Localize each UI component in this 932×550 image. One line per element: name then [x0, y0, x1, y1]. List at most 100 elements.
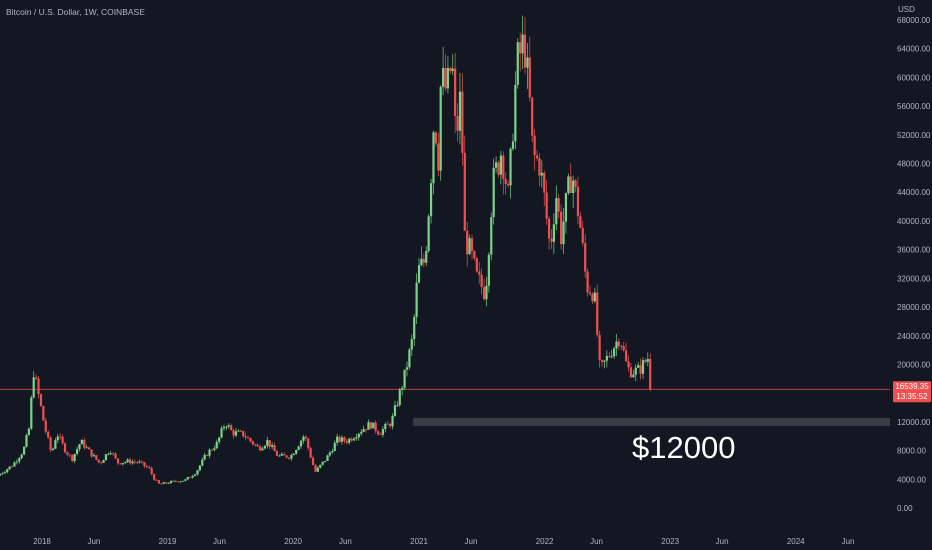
candle[interactable] [458, 72, 462, 145]
candle[interactable] [83, 437, 86, 450]
candle[interactable] [314, 464, 317, 473]
candle[interactable] [261, 446, 264, 451]
candle[interactable] [10, 465, 14, 468]
candle[interactable] [47, 430, 50, 439]
candle[interactable] [649, 353, 652, 392]
candle[interactable] [15, 459, 18, 465]
candle[interactable] [39, 393, 43, 408]
candle[interactable] [456, 103, 459, 142]
candle[interactable] [220, 425, 223, 439]
candle[interactable] [417, 257, 421, 284]
candles-layer[interactable] [0, 15, 652, 485]
candle[interactable] [179, 480, 182, 483]
candle[interactable] [153, 473, 156, 481]
candle[interactable] [324, 460, 327, 463]
candle[interactable] [348, 437, 351, 445]
candle[interactable] [355, 433, 358, 441]
candle[interactable] [37, 376, 40, 399]
candle[interactable] [620, 344, 623, 350]
candle[interactable] [107, 452, 110, 456]
candle[interactable] [13, 461, 16, 467]
candle[interactable] [632, 370, 635, 378]
candle[interactable] [345, 438, 348, 445]
candle[interactable] [584, 234, 587, 279]
candle[interactable] [140, 460, 144, 465]
candle[interactable] [367, 419, 370, 430]
candle[interactable] [167, 482, 170, 484]
candle[interactable] [576, 176, 580, 225]
candle[interactable] [25, 433, 28, 448]
candle[interactable] [420, 246, 423, 267]
candle[interactable] [85, 444, 88, 449]
candle[interactable] [68, 453, 71, 458]
candle[interactable] [206, 454, 209, 457]
candle[interactable] [97, 459, 100, 464]
candle[interactable] [629, 362, 633, 379]
candle[interactable] [304, 435, 307, 442]
candle[interactable] [208, 448, 211, 459]
candle[interactable] [336, 433, 339, 446]
candle[interactable] [295, 449, 298, 455]
candle[interactable] [487, 252, 490, 293]
candle[interactable] [191, 474, 194, 479]
candle[interactable] [622, 341, 625, 352]
candle[interactable] [73, 453, 76, 464]
candle[interactable] [545, 180, 548, 225]
candle[interactable] [605, 350, 608, 368]
candle[interactable] [393, 400, 397, 418]
candle[interactable] [461, 73, 464, 166]
candle[interactable] [437, 132, 440, 177]
candle[interactable] [222, 424, 226, 431]
candle[interactable] [275, 449, 279, 457]
candle[interactable] [189, 476, 192, 478]
candle[interactable] [287, 456, 291, 460]
candle[interactable] [531, 97, 534, 143]
candle[interactable] [415, 273, 418, 325]
candle[interactable] [292, 452, 295, 456]
candle[interactable] [449, 66, 452, 74]
candle[interactable] [88, 446, 91, 450]
candle[interactable] [574, 178, 577, 192]
candle[interactable] [215, 439, 218, 450]
candle[interactable] [102, 459, 105, 463]
candle[interactable] [600, 359, 604, 368]
candle[interactable] [121, 462, 124, 466]
candle[interactable] [350, 437, 353, 442]
candle[interactable] [160, 483, 163, 485]
candle[interactable] [104, 454, 108, 462]
candle[interactable] [263, 444, 267, 450]
candle[interactable] [644, 358, 647, 364]
candle[interactable] [174, 479, 177, 483]
candle[interactable] [340, 434, 344, 445]
candle[interactable] [343, 436, 346, 444]
candle[interactable] [213, 445, 216, 452]
candle[interactable] [165, 482, 168, 485]
candle[interactable] [51, 447, 55, 451]
candle[interactable] [509, 147, 512, 199]
candle[interactable] [533, 129, 536, 171]
candle[interactable] [61, 434, 64, 446]
candle[interactable] [278, 454, 281, 457]
candle[interactable] [273, 442, 276, 452]
candle[interactable] [119, 463, 122, 465]
candle[interactable] [148, 465, 151, 470]
candle[interactable] [516, 38, 519, 89]
candle[interactable] [646, 352, 649, 367]
candle[interactable] [442, 47, 445, 96]
candle[interactable] [157, 479, 161, 484]
candle[interactable] [71, 454, 74, 463]
candle[interactable] [268, 440, 271, 450]
candle[interactable] [114, 451, 117, 460]
candle[interactable] [249, 437, 252, 443]
candle[interactable] [494, 156, 498, 173]
candle[interactable] [526, 43, 529, 89]
candle[interactable] [49, 435, 52, 453]
candle[interactable] [90, 449, 93, 458]
candle[interactable] [410, 334, 413, 356]
candle[interactable] [480, 268, 483, 295]
candle[interactable] [451, 54, 454, 76]
time-scale[interactable]: 2018 Jun 2019 Jun 2020 Jun 2021 Jun 2022 Jun 2023 J… [33, 537, 854, 546]
candle[interactable] [63, 442, 67, 454]
candle[interactable] [372, 422, 375, 429]
candle[interactable] [145, 464, 148, 468]
